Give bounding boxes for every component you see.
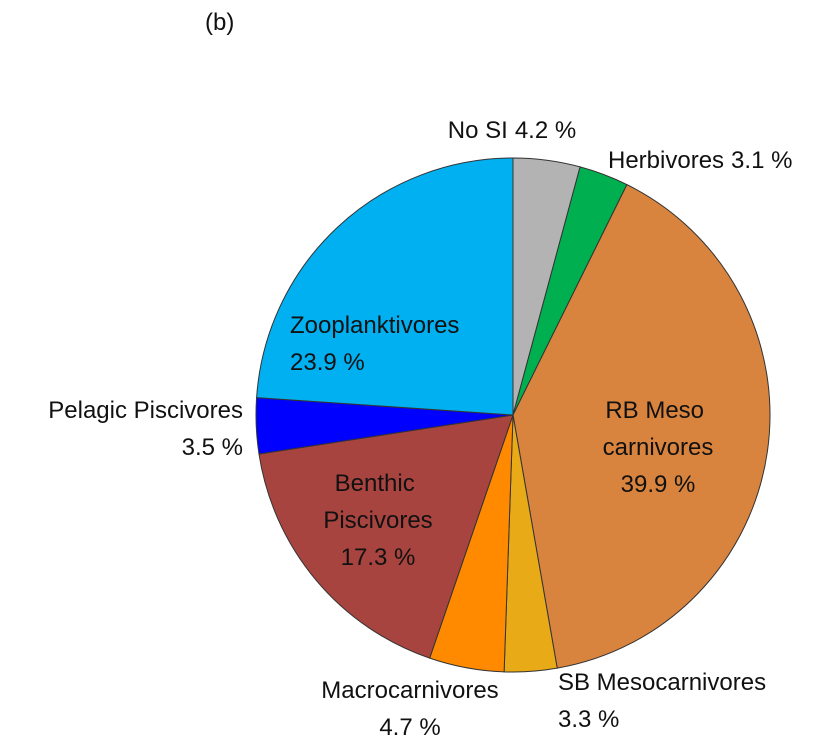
category-label: Herbivores	[608, 147, 724, 174]
slice-label: No SI 4.2 %	[448, 117, 576, 144]
category-label: Zooplanktivores	[290, 312, 459, 339]
value-label: 3.1 %	[731, 147, 792, 174]
category-label: Pelagic Piscivores	[48, 397, 243, 424]
value-label: 3.5 %	[182, 434, 243, 461]
category-label: Macrocarnivores	[321, 677, 498, 704]
value-label: 17.3 %	[341, 544, 416, 571]
panel-label: (b)	[205, 9, 234, 36]
pie-slice	[256, 157, 514, 416]
category-label: SB Mesocarnivores	[558, 669, 766, 696]
pie-slice	[258, 414, 514, 659]
category-label: Benthic Piscivores	[323, 470, 432, 534]
slice-label: Herbivores 3.1 %	[608, 147, 792, 174]
value-label: 3.3 %	[558, 706, 619, 733]
pie-slice	[512, 183, 771, 669]
value-label: 4.7 %	[379, 714, 440, 739]
value-label: 23.9 %	[290, 349, 365, 376]
value-label: 4.2 %	[515, 117, 576, 144]
category-label: RB Meso carnivores	[603, 397, 714, 461]
category-label: No SI	[448, 117, 508, 144]
value-label: 39.9 %	[621, 471, 696, 498]
